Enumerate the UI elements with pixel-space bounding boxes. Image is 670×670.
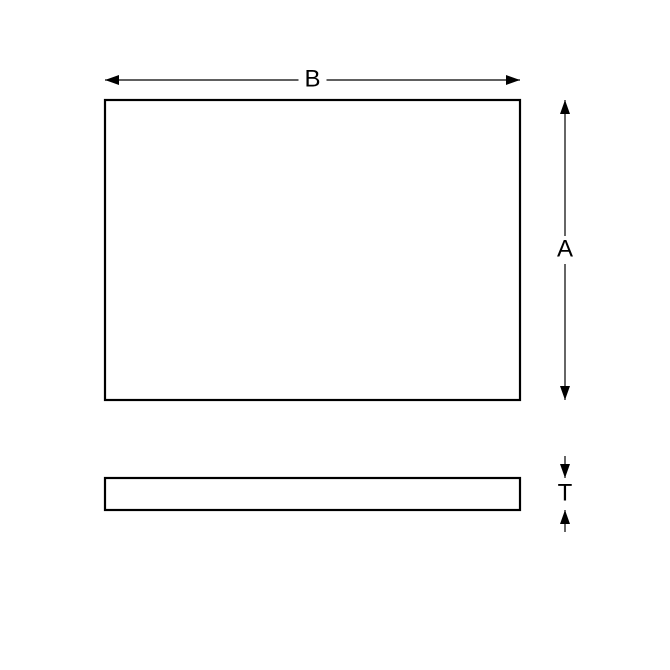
arrowhead-right-icon [506,75,520,85]
arrowhead-left-icon [105,75,119,85]
arrowhead-down-icon [560,386,570,400]
technical-drawing: B A T [0,0,670,670]
arrowhead-up-icon [560,510,570,524]
arrowhead-down-icon [560,464,570,478]
dimension-a-label: A [557,235,573,262]
side-view-rect [105,478,520,510]
arrowhead-up-icon [560,100,570,114]
plan-view-rect [105,100,520,400]
dimension-b: B [105,65,520,92]
dimension-b-label: B [304,65,320,92]
dimension-t-label: T [558,479,573,506]
dimension-t: T [558,456,573,532]
dimension-a: A [557,100,573,400]
